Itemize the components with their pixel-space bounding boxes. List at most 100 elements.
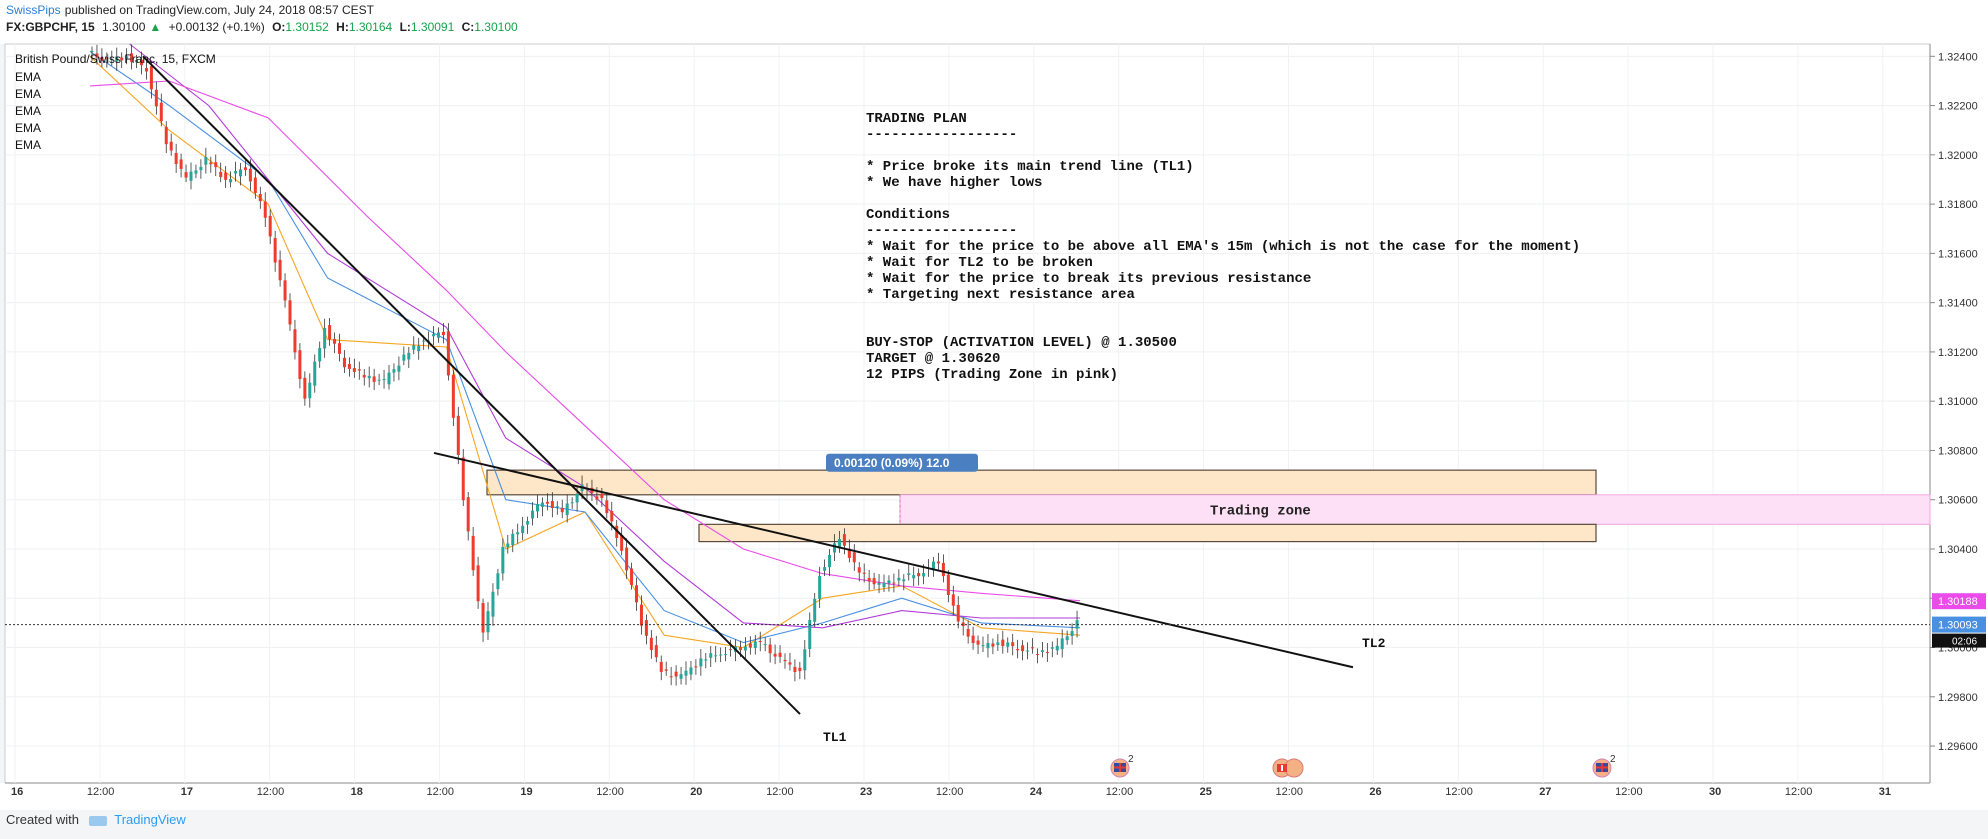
candle-body [635,585,638,603]
y-tick-label: 1.31200 [1938,347,1978,359]
candle-body [531,510,535,519]
candle-body [892,582,896,584]
last-price: 1.30100 [102,20,146,34]
y-tick-label: 1.30600 [1938,495,1978,507]
candle-body [808,619,812,650]
ch-flag-cross [1281,765,1283,771]
price-chart[interactable]: 1.32400 1.32200 1.32000 1.31800 1.31600 1.314… [0,0,1988,810]
candle-body [684,670,688,676]
ch-flag-icon[interactable] [1272,758,1304,778]
candle-body [214,162,218,168]
x-tick-label: 12:00 [1445,786,1473,798]
trading-plan-line: * Price broke its main trend line (TL1) [866,159,1194,175]
candle-body [476,565,480,602]
x-tick-label: 16 [11,786,23,798]
candle-body [570,502,574,504]
candle-body [768,644,772,654]
symbol-name: FX:GBPCHF, 15 [6,20,95,34]
pink-price-badge [1932,593,1986,610]
x-tick-label: 12:00 [1785,786,1813,798]
x-tick-label: 12:00 [1276,786,1304,798]
candle-body [872,578,876,585]
close-value: 1.30100 [474,20,518,34]
trendline-tl2 [433,451,1354,669]
legend-title: British Pound/Swiss Franc, 15, FXCM [15,52,216,66]
candle-body [694,666,698,668]
candle-body [595,496,599,500]
legend-ema-item: EMA [15,138,41,152]
y-tick-label: 1.29800 [1938,692,1978,704]
candle-body [654,645,658,658]
trading-plan-line: TRADING PLAN [866,111,967,127]
candle-body [318,348,322,362]
candle-body [357,369,361,371]
event-count: 2 [1610,754,1616,765]
candle-body [793,666,797,673]
measure-label: 0.00120 (0.09%) 12.0 [834,456,950,470]
close-label: C: [461,20,475,34]
candle-body [813,598,817,622]
candle-body [857,567,861,573]
high-label: H: [336,20,349,34]
candle-body [194,170,198,174]
candle-body [130,53,134,62]
x-tick-label: 25 [1200,786,1212,798]
uk-flag-icon[interactable]: 2 [1110,754,1134,778]
candle-body [352,368,356,372]
candle-body [917,572,921,577]
candle-body [229,179,233,183]
candle-body [120,57,124,61]
plot-area [4,43,1931,784]
candle-body [377,379,381,381]
candle-body [511,533,515,545]
tradingview-link[interactable]: TradingView [114,812,186,827]
legend-ema-item: EMA [15,87,41,101]
low-value: 1.30091 [410,20,455,34]
candle-body [620,534,624,551]
symbol-line: FX:GBPCHF, 15 1.30100 ▲ +0.00132 (+0.1%) … [6,20,522,34]
candle-body [709,653,713,658]
candle-body [1016,648,1020,651]
candle-body [204,157,208,165]
candle-body [451,374,455,418]
candle-body [540,502,544,507]
author-link[interactable]: SwissPips [6,3,61,17]
candle-body [555,506,559,508]
trading-plan-line: * Targeting next resistance area [866,287,1135,303]
candle-body [763,644,767,646]
candle-body [783,659,787,662]
x-tick-label: 12:00 [87,786,115,798]
candle-body [263,201,267,218]
x-tick-label: 19 [520,786,532,798]
event-count: 2 [1128,754,1134,765]
candle-body [347,363,351,369]
trading-plan-line: * We have higher lows [866,175,1042,191]
candle-body [105,57,109,59]
candle-body [887,580,891,584]
candle-body [1026,650,1030,652]
candle-body [372,376,376,382]
candle-body [248,168,252,182]
candle-body [1050,647,1054,649]
candle-body [649,637,653,650]
tl2-label: TL2 [1362,636,1386,651]
price-change: +0.00132 (+0.1%) [168,20,265,34]
trading-plan-line: BUY-STOP (ACTIVATION LEVEL) @ 1.30500 [866,335,1177,351]
x-tick-label: 23 [860,786,872,798]
candle-body [159,102,163,122]
candle-body [1055,645,1059,651]
candle-body [639,604,643,626]
candle-body [471,535,475,571]
candle-body [506,543,510,548]
candle-body [1006,642,1010,647]
candle-body [659,661,663,672]
candle-body [144,68,148,72]
candle-body [996,642,1000,646]
x-tick-label: 17 [181,786,193,798]
candle-body [278,259,282,281]
candle-body [441,331,445,336]
candle-body [966,628,970,637]
uk-flag-icon[interactable]: 2 [1592,754,1616,778]
candle-body [1060,638,1064,650]
candle-body [565,503,569,515]
